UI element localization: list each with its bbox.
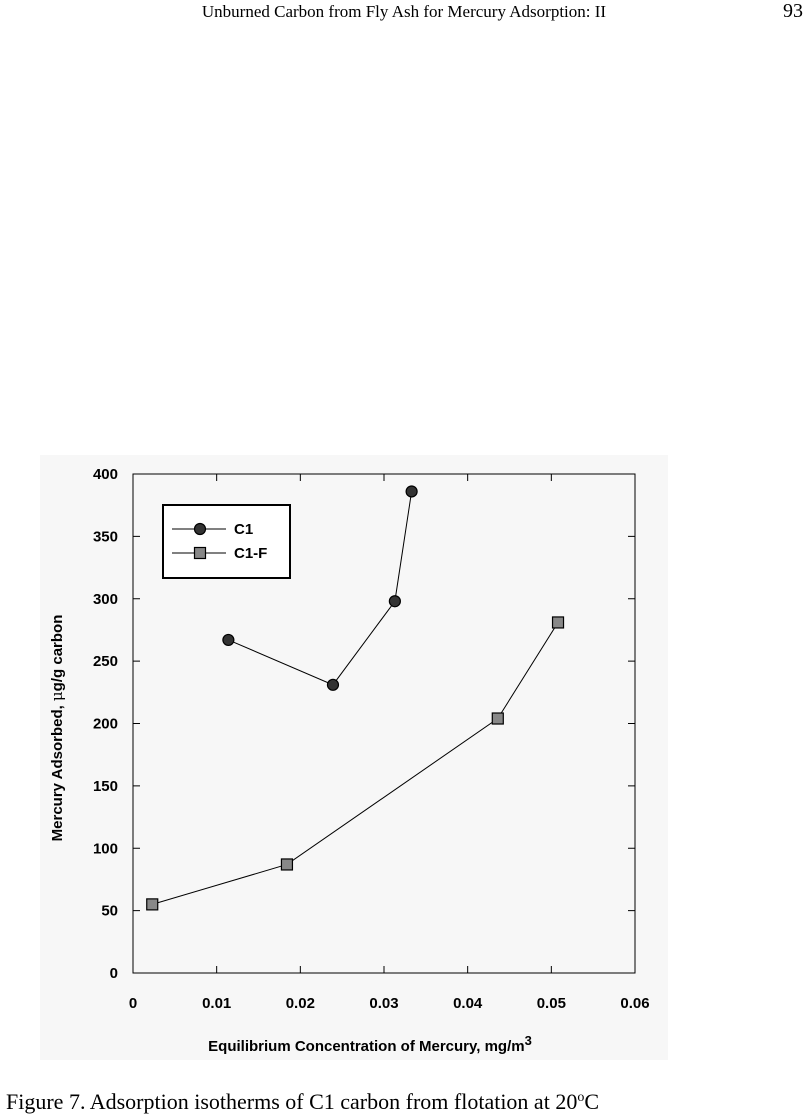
legend-label: C1-F bbox=[234, 545, 267, 562]
legend-label: C1 bbox=[234, 521, 253, 538]
x-tick-label: 0.04 bbox=[453, 995, 483, 1012]
marker bbox=[146, 898, 159, 911]
figure-caption: Figure 7. Adsorption isotherms of C1 car… bbox=[6, 1089, 599, 1114]
x-tick-label: 0 bbox=[129, 995, 137, 1012]
marker bbox=[280, 858, 294, 871]
legend-marker bbox=[193, 546, 207, 560]
y-tick-label: 100 bbox=[93, 840, 118, 857]
marker bbox=[491, 712, 504, 725]
x-tick-label: 0.06 bbox=[620, 995, 649, 1012]
caption-sup: o bbox=[577, 1090, 584, 1105]
series-line bbox=[228, 491, 413, 686]
x-tick-label: 0.01 bbox=[202, 995, 231, 1012]
marker bbox=[222, 633, 235, 647]
series-line bbox=[152, 622, 559, 905]
x-label-sup: 3 bbox=[525, 1033, 532, 1048]
chart-background bbox=[40, 455, 668, 1060]
y-tick-label: 400 bbox=[93, 466, 118, 483]
y-label-symbol: μ bbox=[48, 691, 66, 701]
y-tick-label: 350 bbox=[93, 528, 118, 545]
legend-box bbox=[162, 504, 291, 579]
y-tick-label: 250 bbox=[93, 653, 118, 670]
x-axis-label: Equilibrium Concentration of Mercury, mg… bbox=[208, 1033, 532, 1055]
y-tick-label: 200 bbox=[93, 716, 118, 733]
x-tick-label: 0.05 bbox=[537, 995, 566, 1012]
y-tick-label: 0 bbox=[110, 965, 118, 982]
y-label-text: Mercury Adsorbed, bbox=[49, 701, 66, 841]
y-tick-label: 150 bbox=[93, 778, 118, 795]
y-label-rest: g/g carbon bbox=[49, 615, 66, 692]
page-number: 93 bbox=[783, 0, 803, 22]
caption-end: C bbox=[584, 1089, 599, 1114]
x-tick-label: 0.03 bbox=[369, 995, 398, 1012]
marker bbox=[405, 485, 418, 498]
x-label-text: Equilibrium Concentration of Mercury, mg… bbox=[208, 1038, 524, 1055]
caption-text: Figure 7. Adsorption isotherms of C1 car… bbox=[6, 1089, 577, 1114]
running-header: Unburned Carbon from Fly Ash for Mercury… bbox=[202, 2, 607, 21]
y-tick-label: 300 bbox=[93, 591, 118, 608]
marker bbox=[551, 616, 565, 629]
marker bbox=[326, 678, 340, 691]
x-tick-label: 0.02 bbox=[286, 995, 315, 1012]
y-axis-label: Mercury Adsorbed, μg/g carbon bbox=[48, 615, 66, 842]
legend-marker bbox=[193, 522, 207, 536]
y-tick-label: 50 bbox=[101, 903, 118, 920]
marker bbox=[388, 595, 401, 608]
